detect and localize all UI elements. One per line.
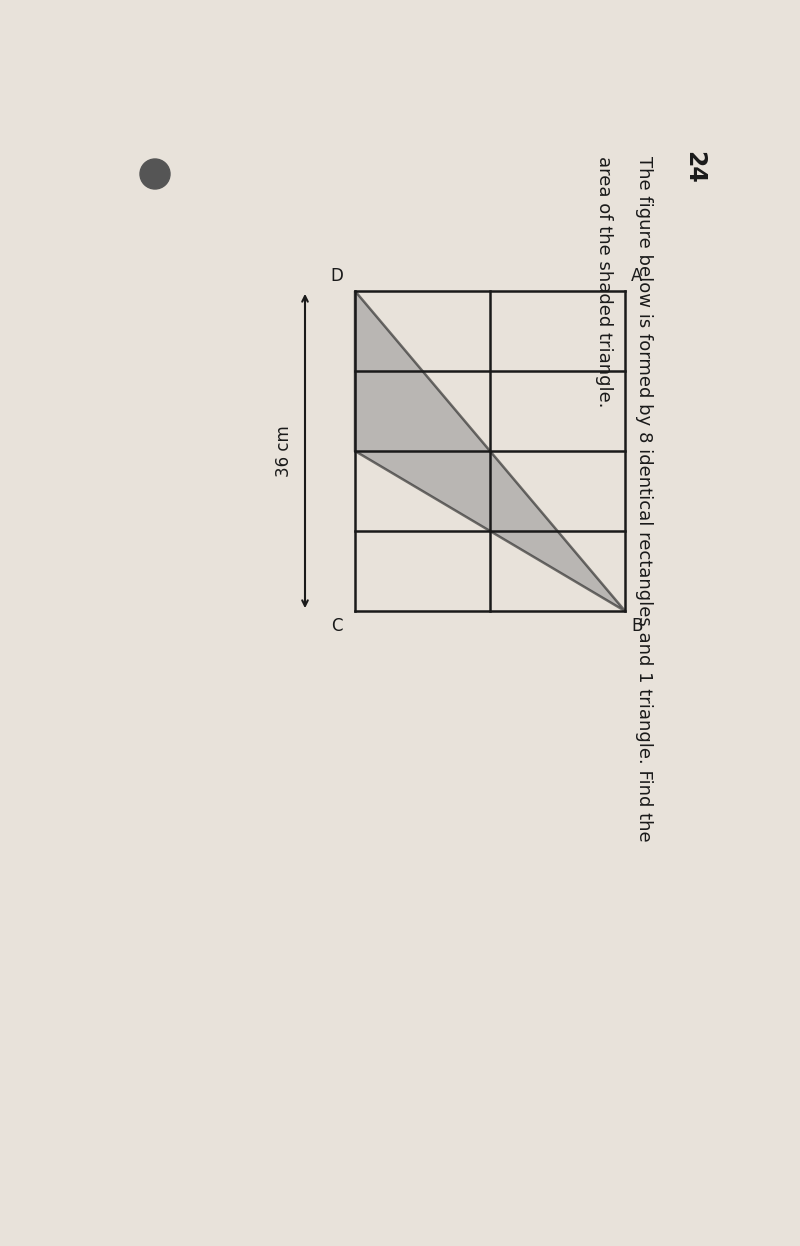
Text: D: D xyxy=(330,267,343,285)
Polygon shape xyxy=(355,292,625,611)
Text: B: B xyxy=(631,617,642,635)
Text: The figure below is formed by 8 identical rectangles and 1 triangle. Find the: The figure below is formed by 8 identica… xyxy=(635,156,653,841)
Circle shape xyxy=(140,159,170,189)
Text: 24: 24 xyxy=(682,151,706,183)
Text: 36 cm: 36 cm xyxy=(275,425,293,477)
Text: area of the shaded triangle.: area of the shaded triangle. xyxy=(595,156,613,407)
Text: C: C xyxy=(331,617,343,635)
Text: A: A xyxy=(631,267,642,285)
